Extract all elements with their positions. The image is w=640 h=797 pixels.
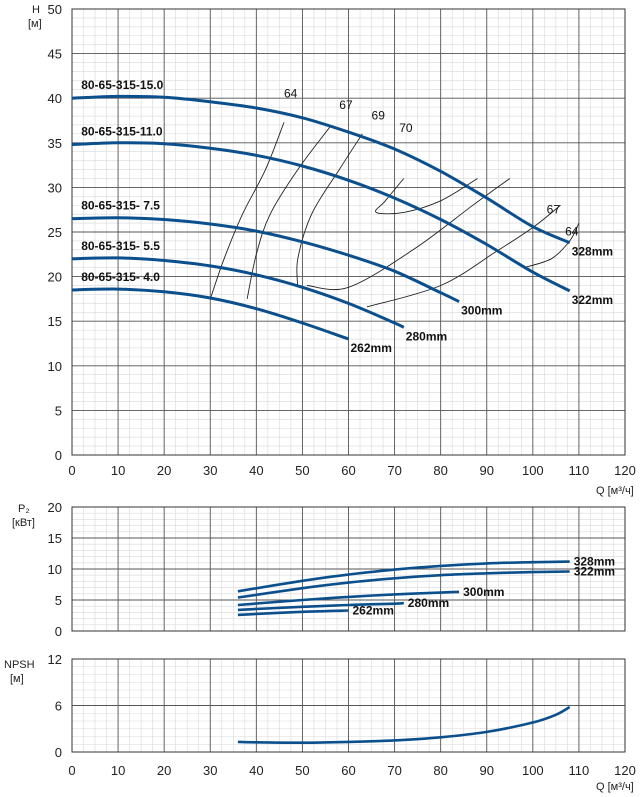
head-ytick-label: 50 (48, 2, 62, 17)
npsh-xtick-label: 30 (203, 763, 217, 778)
head-xtick-label: 70 (387, 463, 401, 478)
efficiency-isoline (246, 126, 331, 299)
power-ytick-label: 5 (55, 593, 62, 608)
head-xtick-label: 0 (68, 463, 75, 478)
power-curve-label: 300mm (463, 585, 504, 599)
efficiency-label: 67 (339, 98, 353, 112)
npsh-ytick-label: 12 (48, 652, 62, 667)
npsh-xtick-label: 80 (433, 763, 447, 778)
power-ytick-label: 20 (48, 500, 62, 515)
power-curve-label: 280mm (408, 596, 449, 610)
head-ytick-label: 30 (48, 180, 62, 195)
npsh-ytick-label: 6 (55, 699, 62, 714)
head-ytick-label: 35 (48, 136, 62, 151)
head-xtick-label: 110 (569, 463, 590, 478)
power-ylabel: P₂ (18, 503, 30, 515)
head-xtick-label: 100 (522, 463, 544, 478)
efficiency-label: 69 (372, 109, 386, 123)
npsh-xtick-label: 110 (569, 763, 590, 778)
head-curve-label: 80-65-315-11.0 (81, 125, 163, 139)
power-ytick-label: 0 (55, 624, 62, 639)
head-curve-end-label: 262mm (351, 341, 392, 355)
head-curve-label: 80-65-315- 5.5 (81, 239, 160, 253)
efficiency-label: 64 (565, 225, 579, 239)
efficiency-label: 64 (284, 86, 298, 100)
head-curve-end-label: 322mm (572, 293, 613, 307)
head-xtick-label: 20 (157, 463, 171, 478)
head-curve-label: 80-65-315- 4.0 (81, 270, 160, 284)
head-ytick-label: 10 (48, 359, 62, 374)
head-xtick-label: 10 (111, 463, 125, 478)
head-ytick-label: 0 (55, 448, 62, 463)
head-ytick-label: 5 (55, 403, 62, 418)
efficiency-label: 70 (399, 121, 413, 135)
power-curve-label: 262mm (353, 604, 394, 618)
head-curve-end-label: 328mm (572, 245, 613, 259)
npsh-curve (237, 705, 571, 745)
power-curve (237, 601, 404, 612)
npsh-xtick-label: 70 (387, 763, 401, 778)
npsh-ylabel: NPSH (4, 659, 35, 671)
npsh-xlabel: Q [м³/ч] (596, 781, 634, 793)
head-ylabel: H (32, 4, 40, 16)
efficiency-isoline (375, 178, 478, 215)
npsh-xtick-label: 40 (249, 763, 263, 778)
head-xtick-label: 30 (203, 463, 217, 478)
power-ytick-label: 10 (48, 562, 62, 577)
power-plot-frame (71, 506, 626, 632)
head-ytick-label: 25 (48, 225, 62, 240)
power-yunit: [кВт] (12, 517, 35, 529)
npsh-ytick-label: 0 (55, 745, 62, 760)
npsh-xtick-label: 10 (111, 763, 125, 778)
head-ytick-label: 45 (48, 47, 62, 62)
efficiency-isoline (209, 122, 285, 300)
head-ytick-label: 20 (48, 270, 62, 285)
head-curve (71, 256, 405, 329)
npsh-xtick-label: 60 (341, 763, 355, 778)
head-curve-label: 80-65-315-15.0 (81, 78, 163, 92)
head-xlabel: Q [м³/ч] (596, 485, 634, 497)
power-curve (237, 560, 570, 593)
efficiency-isoline (296, 133, 363, 288)
power-ytick-label: 15 (48, 531, 62, 546)
npsh-xtick-label: 0 (68, 763, 75, 778)
head-yunit: [м] (28, 18, 42, 30)
head-xtick-label: 50 (295, 463, 309, 478)
head-xtick-label: 80 (433, 463, 447, 478)
power-curve-label: 322mm (574, 564, 615, 578)
head-curve (71, 287, 349, 341)
power-curve (237, 570, 570, 599)
npsh-xtick-label: 50 (295, 763, 309, 778)
efficiency-label: 67 (547, 202, 561, 216)
head-ytick-label: 40 (48, 91, 62, 106)
head-curve-end-label: 280mm (406, 329, 447, 343)
head-plot-frame (71, 8, 626, 456)
head-chart: 0 5 10 15 20 25 30 35 40 45 50 0 10 20 30 40 50 60 70 80 90 1… (48, 2, 636, 478)
npsh-xtick-label: 20 (157, 763, 171, 778)
head-curve (71, 94, 571, 245)
power-curve-label: 328mm (574, 555, 615, 569)
npsh-plot-frame (71, 658, 626, 753)
head-curve-end-label: 300mm (461, 304, 502, 318)
npsh-xtick-label: 100 (522, 763, 544, 778)
head-xtick-label: 60 (341, 463, 355, 478)
npsh-xtick-label: 120 (614, 763, 636, 778)
head-xtick-label: 90 (480, 463, 494, 478)
npsh-yunit: [м] (10, 673, 24, 685)
head-ytick-label: 15 (48, 314, 62, 329)
head-curve-label: 80-65-315- 7.5 (81, 199, 160, 213)
efficiency-isoline (523, 222, 580, 269)
npsh-xtick-label: 90 (480, 763, 494, 778)
power-curve (237, 590, 460, 607)
power-curve (237, 609, 349, 617)
head-curve (71, 216, 460, 303)
head-xtick-label: 120 (614, 463, 636, 478)
head-curve (71, 141, 571, 293)
head-xtick-label: 40 (249, 463, 263, 478)
